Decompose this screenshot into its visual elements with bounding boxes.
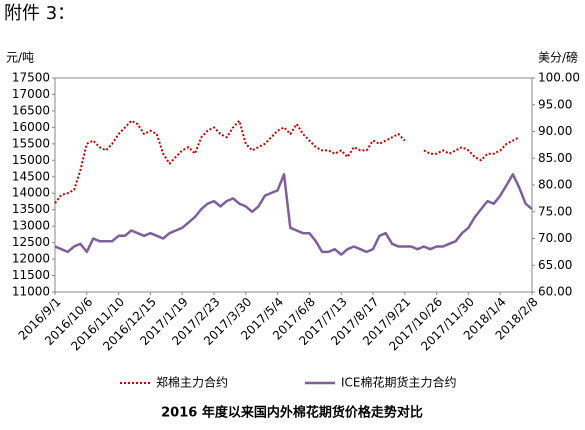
y-tick-label: 17000 — [12, 87, 50, 101]
series-line — [54, 173, 533, 256]
y2-tick-label: 65.00 — [538, 258, 572, 272]
y-axis-unit: 元/吨 — [6, 51, 34, 65]
y-tick-label: 13000 — [12, 219, 50, 233]
y-tick-label: 16000 — [12, 120, 50, 134]
header: 附件 3： — [4, 3, 75, 24]
plot-border — [54, 77, 533, 293]
y2-tick-label: 80.00 — [538, 178, 572, 192]
y-tick-label: 11000 — [12, 285, 50, 299]
legend-label: 郑棉主力合约 — [156, 375, 228, 390]
y-tick-label: 12000 — [12, 252, 50, 266]
y2-tick-label: 70.00 — [538, 231, 572, 245]
y-tick-label: 14500 — [12, 169, 50, 183]
y2-tick-label: 90.00 — [538, 124, 572, 138]
y-tick-label: 12500 — [12, 235, 50, 249]
y2-axis-unit: 美分/磅 — [538, 50, 578, 65]
legend-label: ICE棉花期货主力合约 — [341, 375, 457, 390]
y-tick-label: 15000 — [12, 153, 50, 167]
y2-tick-label: 100.00 — [538, 71, 580, 85]
series-line — [54, 119, 520, 204]
y-tick-label: 13500 — [12, 202, 50, 216]
y-tick-label: 14000 — [12, 186, 50, 200]
y2-tick-label: 60.00 — [538, 285, 572, 299]
y2-tick-label: 95.00 — [538, 97, 572, 111]
y2-tick-label: 85.00 — [538, 151, 572, 165]
y-tick-label: 11500 — [12, 268, 50, 282]
y-tick-label: 17500 — [12, 71, 50, 85]
caption: 2016 年度以来国内外棉花期货价格走势对比 — [161, 405, 423, 421]
y-tick-label: 16500 — [12, 103, 50, 117]
y-tick-label: 15500 — [12, 136, 50, 150]
y2-tick-label: 75.00 — [538, 204, 572, 218]
